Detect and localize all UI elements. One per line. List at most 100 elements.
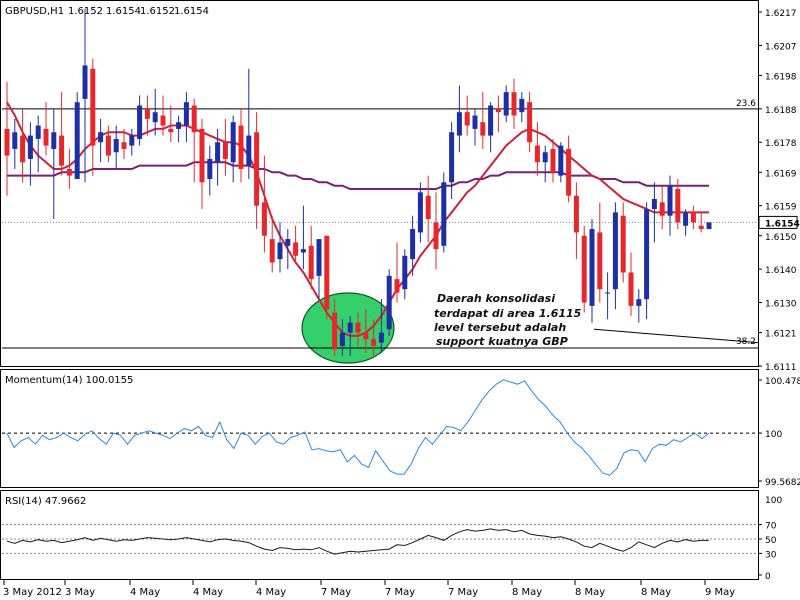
candle-body [230,122,236,163]
candle-body [144,108,150,119]
candle-body [495,108,501,113]
candle-body [558,145,564,176]
time-tick-label: 7 May [321,587,351,598]
candle-body [293,242,299,256]
time-axis: 3 May 2012 3 May 4 May 4 May 4 May 7 May 7 May… [3,580,735,598]
rsi-line [6,528,709,555]
candle-body [168,128,174,133]
time-tick-label: 4 May [256,587,286,598]
candle-body [581,235,587,303]
candle-body [527,102,533,143]
time-tick-label: 4 May [130,587,160,598]
candle-body [355,322,361,333]
candle-body [277,242,283,260]
price-tick-label: 1.6121 [765,330,797,340]
candle-body [519,98,525,113]
candle-body [347,322,353,333]
candle-body [43,128,49,146]
candlesticks [4,8,712,356]
candle-body [456,112,462,136]
time-tick-label: 3 May 2012 [3,587,62,598]
fibonacci-levels: 23.6 38.2 [2,99,759,349]
candle-body [246,135,252,166]
annotation-line-4: support kuatnya GBP [436,335,568,348]
candle-body [238,125,244,169]
price-tick-label: 1.6130 [765,300,797,310]
candle-body [222,142,228,159]
candle-body [215,142,221,163]
momentum-series [6,379,710,476]
price-tick-label: 1.6159 [765,203,797,213]
rsi-title: RSI(14) 47.9662 [5,496,86,507]
candle-body [74,102,80,179]
time-tick-label: 7 May [385,587,415,598]
candle-body [402,255,408,290]
momentum-tick-label: 99.5682 [765,478,800,488]
price-tick-label: 1.6217 [765,9,797,19]
candle-body [698,225,704,230]
candle-body [433,222,439,250]
candle-body [183,102,189,126]
momentum-tick-label: 100.478 [765,377,800,387]
candle-body [324,235,330,310]
current-price-label: 1.6154 [765,219,800,229]
candle-body [316,239,322,276]
symbol-label: GBPUSD,H1 [5,6,64,17]
annotation-line-3: level tersebut adalah [434,321,566,334]
momentum-tick-label: 100 [765,430,782,440]
candle-body [98,132,104,143]
fib-trend-line [593,328,759,344]
time-tick-label: 4 May [193,587,223,598]
candle-body [550,148,556,173]
rsi-tick-label: 50 [765,536,777,546]
candle-body [254,132,260,206]
rsi-tick-label: 70 [765,522,777,532]
candle-body [339,332,345,346]
candle-body [480,122,486,136]
candle-body [503,92,509,116]
candle-body [667,185,673,216]
price-axis: 1.6217 1.6207 1.6198 1.6188 1.6178 1.6169 1.61… [758,9,800,582]
momentum-title: Momentum(14) 100.0155 [5,375,133,386]
candle-body [105,135,111,156]
candle-body [66,168,72,176]
candle-body [152,112,158,123]
ohlc-open: 1.6152 [68,6,103,17]
price-tick-label: 1.6188 [765,106,797,116]
time-tick-label: 8 May [575,587,605,598]
candle-body [690,212,696,223]
candle-body [612,212,618,290]
price-tick-label: 1.6198 [765,72,797,82]
candle-body [417,192,423,233]
price-tick-label: 1.6169 [765,169,797,179]
candle-body [261,202,267,236]
time-tick-label: 7 May [448,587,478,598]
candle-body [620,215,626,273]
candle-body [659,202,665,216]
rsi-tick-label: 30 [765,550,777,560]
candle-body [488,105,494,136]
candle-body [160,115,166,126]
ohlc-close: 1.6154 [174,6,209,17]
price-tick-label: 1.6150 [765,233,797,243]
ohlc-high: 1.6154 [106,6,141,17]
candle-body [589,229,595,306]
time-tick-label: 9 May [705,587,735,598]
candle-body [20,135,26,163]
candle-body [35,125,41,139]
gridlines [2,221,758,554]
price-tick-label: 1.6140 [765,266,797,276]
candle-body [597,232,603,290]
candle-body [137,105,143,139]
candle-body [12,132,18,149]
candle-body [425,195,431,220]
candle-body [675,189,681,223]
candle-body [90,68,96,146]
candle-body [636,299,642,306]
candle-body [511,92,517,116]
candle-body [332,312,338,350]
candle-body [121,142,127,149]
candle-body [207,158,213,179]
price-tick-label: 1.6207 [765,42,797,52]
